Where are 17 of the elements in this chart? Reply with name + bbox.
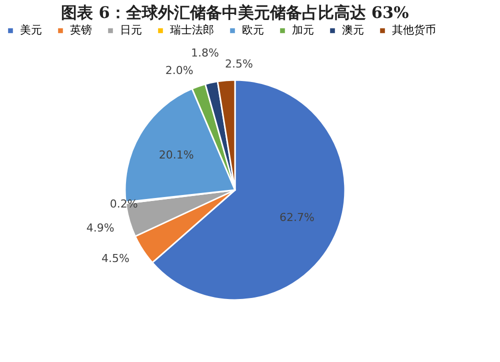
legend-label: 澳元 [342,24,364,37]
chart-title: 图表 6：全球外汇储备中美元储备占比高达 63% [61,3,409,22]
data-label: 20.1% [158,148,194,162]
data-label: 4.5% [101,252,130,265]
data-label: 4.9% [86,221,114,234]
legend-label: 英镑 [70,24,92,37]
data-label: 1.8% [190,46,219,60]
legend-label: 美元 [20,24,42,37]
legend-label: 日元 [120,24,142,37]
legend-label: 其他货币 [392,24,436,37]
data-label: 2.5% [225,57,253,70]
data-label: 0.2% [110,198,138,211]
data-label: 2.0% [165,64,194,78]
legend-label: 欧元 [242,24,264,37]
data-label: 62.7% [279,211,314,224]
legend-label: 加元 [292,24,314,37]
legend-label: 瑞士法郎 [170,24,214,37]
